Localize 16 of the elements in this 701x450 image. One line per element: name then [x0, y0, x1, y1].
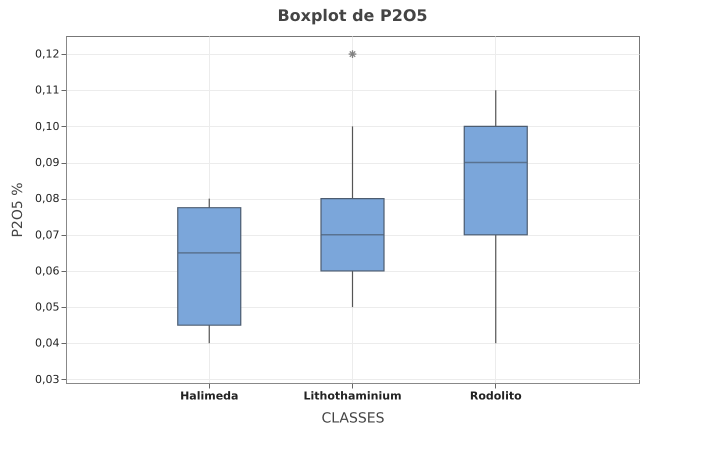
y-tick-label: 0,11 [35, 84, 60, 97]
y-tick-label: 0,04 [35, 336, 60, 350]
y-tick-label: 0,12 [35, 48, 60, 61]
y-tick-label: 0,09 [35, 156, 60, 170]
y-tick-label: 0,10 [35, 120, 60, 133]
x-tick-label: Halimeda [180, 390, 238, 402]
x-tick-label: Rodolito [470, 390, 522, 402]
y-tick-label: 0,03 [35, 372, 60, 386]
y-tick-label: 0,05 [35, 300, 60, 314]
y-tick-label: 0,08 [35, 192, 60, 206]
y-tick-label: 0,07 [35, 228, 60, 242]
x-axis-title: CLASSES [322, 410, 385, 426]
x-tick-label: Lithothaminium [303, 390, 402, 402]
chart-title: Boxplot de P2O5 [277, 6, 428, 25]
y-axis-title: P2O5 % [10, 182, 26, 238]
y-tick-label: 0,06 [35, 264, 60, 278]
